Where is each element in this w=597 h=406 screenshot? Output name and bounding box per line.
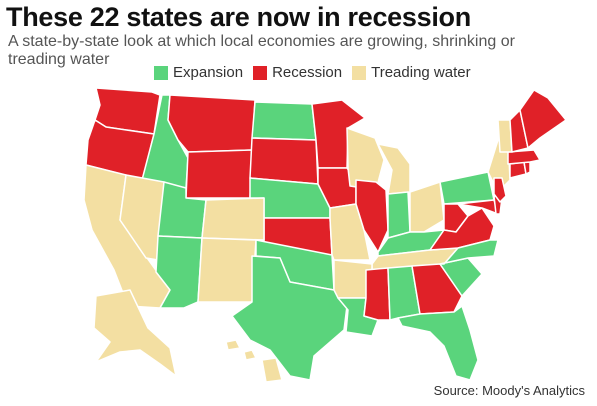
legend-item-expansion: Expansion xyxy=(154,64,243,81)
legend-swatch-treading xyxy=(352,65,367,80)
legend: Expansion Recession Treading water xyxy=(154,64,471,81)
source-credit: Source: Moody's Analytics xyxy=(433,383,585,398)
state-ga xyxy=(411,263,463,315)
map-title: These 22 states are now in recession xyxy=(6,2,471,32)
state-fl xyxy=(397,305,479,381)
state-nd xyxy=(251,101,317,141)
state-il xyxy=(355,179,389,253)
state-wy xyxy=(185,149,253,199)
legend-label-treading: Treading water xyxy=(371,64,471,81)
state-ny xyxy=(443,135,511,191)
state-oh xyxy=(409,181,445,233)
legend-item-treading: Treading water xyxy=(352,64,471,81)
legend-label-recession: Recession xyxy=(272,64,343,81)
legend-swatch-expansion xyxy=(154,65,168,80)
state-ma xyxy=(507,149,541,165)
state-co xyxy=(201,197,265,241)
state-sd xyxy=(249,137,319,185)
state-in xyxy=(387,191,411,239)
state-ms xyxy=(363,267,391,321)
state-nm xyxy=(197,237,257,303)
state-va xyxy=(429,207,495,251)
map-subtitle: A state-by-state look at which local eco… xyxy=(8,33,515,68)
state-nv xyxy=(119,174,165,261)
state-nc xyxy=(439,239,499,265)
legend-swatch-recession xyxy=(253,65,268,80)
us-map xyxy=(83,87,567,383)
legend-label-expansion: Expansion xyxy=(173,64,244,81)
state-tx xyxy=(231,255,349,381)
state-nj xyxy=(493,177,507,203)
state-hi xyxy=(225,339,283,383)
state-me xyxy=(519,89,567,149)
state-mt xyxy=(167,94,256,153)
state-ak xyxy=(93,289,177,377)
legend-item-recession: Recession xyxy=(253,64,342,81)
state-ct xyxy=(509,161,527,179)
